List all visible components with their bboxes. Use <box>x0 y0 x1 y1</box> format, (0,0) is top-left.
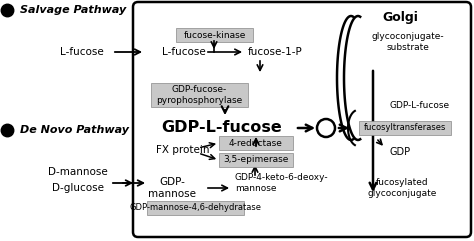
Text: GDP-fucose-
pyrophosphorylase: GDP-fucose- pyrophosphorylase <box>156 85 243 105</box>
Text: D-glucose: D-glucose <box>52 183 104 193</box>
Text: fucose-1-P: fucose-1-P <box>248 47 303 57</box>
Text: D-mannose: D-mannose <box>48 167 108 177</box>
Text: fucose-kinase: fucose-kinase <box>183 31 246 40</box>
Text: GDP-mannose-4,6-dehydratase: GDP-mannose-4,6-dehydratase <box>129 203 262 213</box>
Text: Salvage Pathway: Salvage Pathway <box>20 5 126 15</box>
Text: L-fucose: L-fucose <box>60 47 104 57</box>
Text: fucosylated
glycoconjugate: fucosylated glycoconjugate <box>367 178 437 198</box>
FancyBboxPatch shape <box>176 28 253 42</box>
FancyBboxPatch shape <box>147 201 244 215</box>
Text: 3,5-epimerase: 3,5-epimerase <box>223 155 289 165</box>
Ellipse shape <box>317 119 335 137</box>
Text: GDP-4-keto-6-deoxy-
mannose: GDP-4-keto-6-deoxy- mannose <box>235 173 328 193</box>
Text: De Novo Pathway: De Novo Pathway <box>20 125 129 135</box>
Text: L-fucose: L-fucose <box>162 47 206 57</box>
Text: glycoconjugate-
substrate: glycoconjugate- substrate <box>372 32 444 52</box>
Text: GDP-L-fucose: GDP-L-fucose <box>162 120 283 135</box>
FancyBboxPatch shape <box>219 136 293 150</box>
FancyBboxPatch shape <box>151 83 248 107</box>
Text: FX protein: FX protein <box>156 145 210 155</box>
Text: GDP: GDP <box>390 147 411 157</box>
Text: fucosyltransferases: fucosyltransferases <box>364 123 446 133</box>
Text: GDP-L-fucose: GDP-L-fucose <box>390 100 450 109</box>
Text: Golgi: Golgi <box>382 12 418 25</box>
Text: 4-reductase: 4-reductase <box>229 139 283 147</box>
FancyBboxPatch shape <box>133 2 471 237</box>
Text: GDP-
mannose: GDP- mannose <box>148 177 196 199</box>
FancyBboxPatch shape <box>219 153 293 167</box>
FancyBboxPatch shape <box>359 121 451 135</box>
